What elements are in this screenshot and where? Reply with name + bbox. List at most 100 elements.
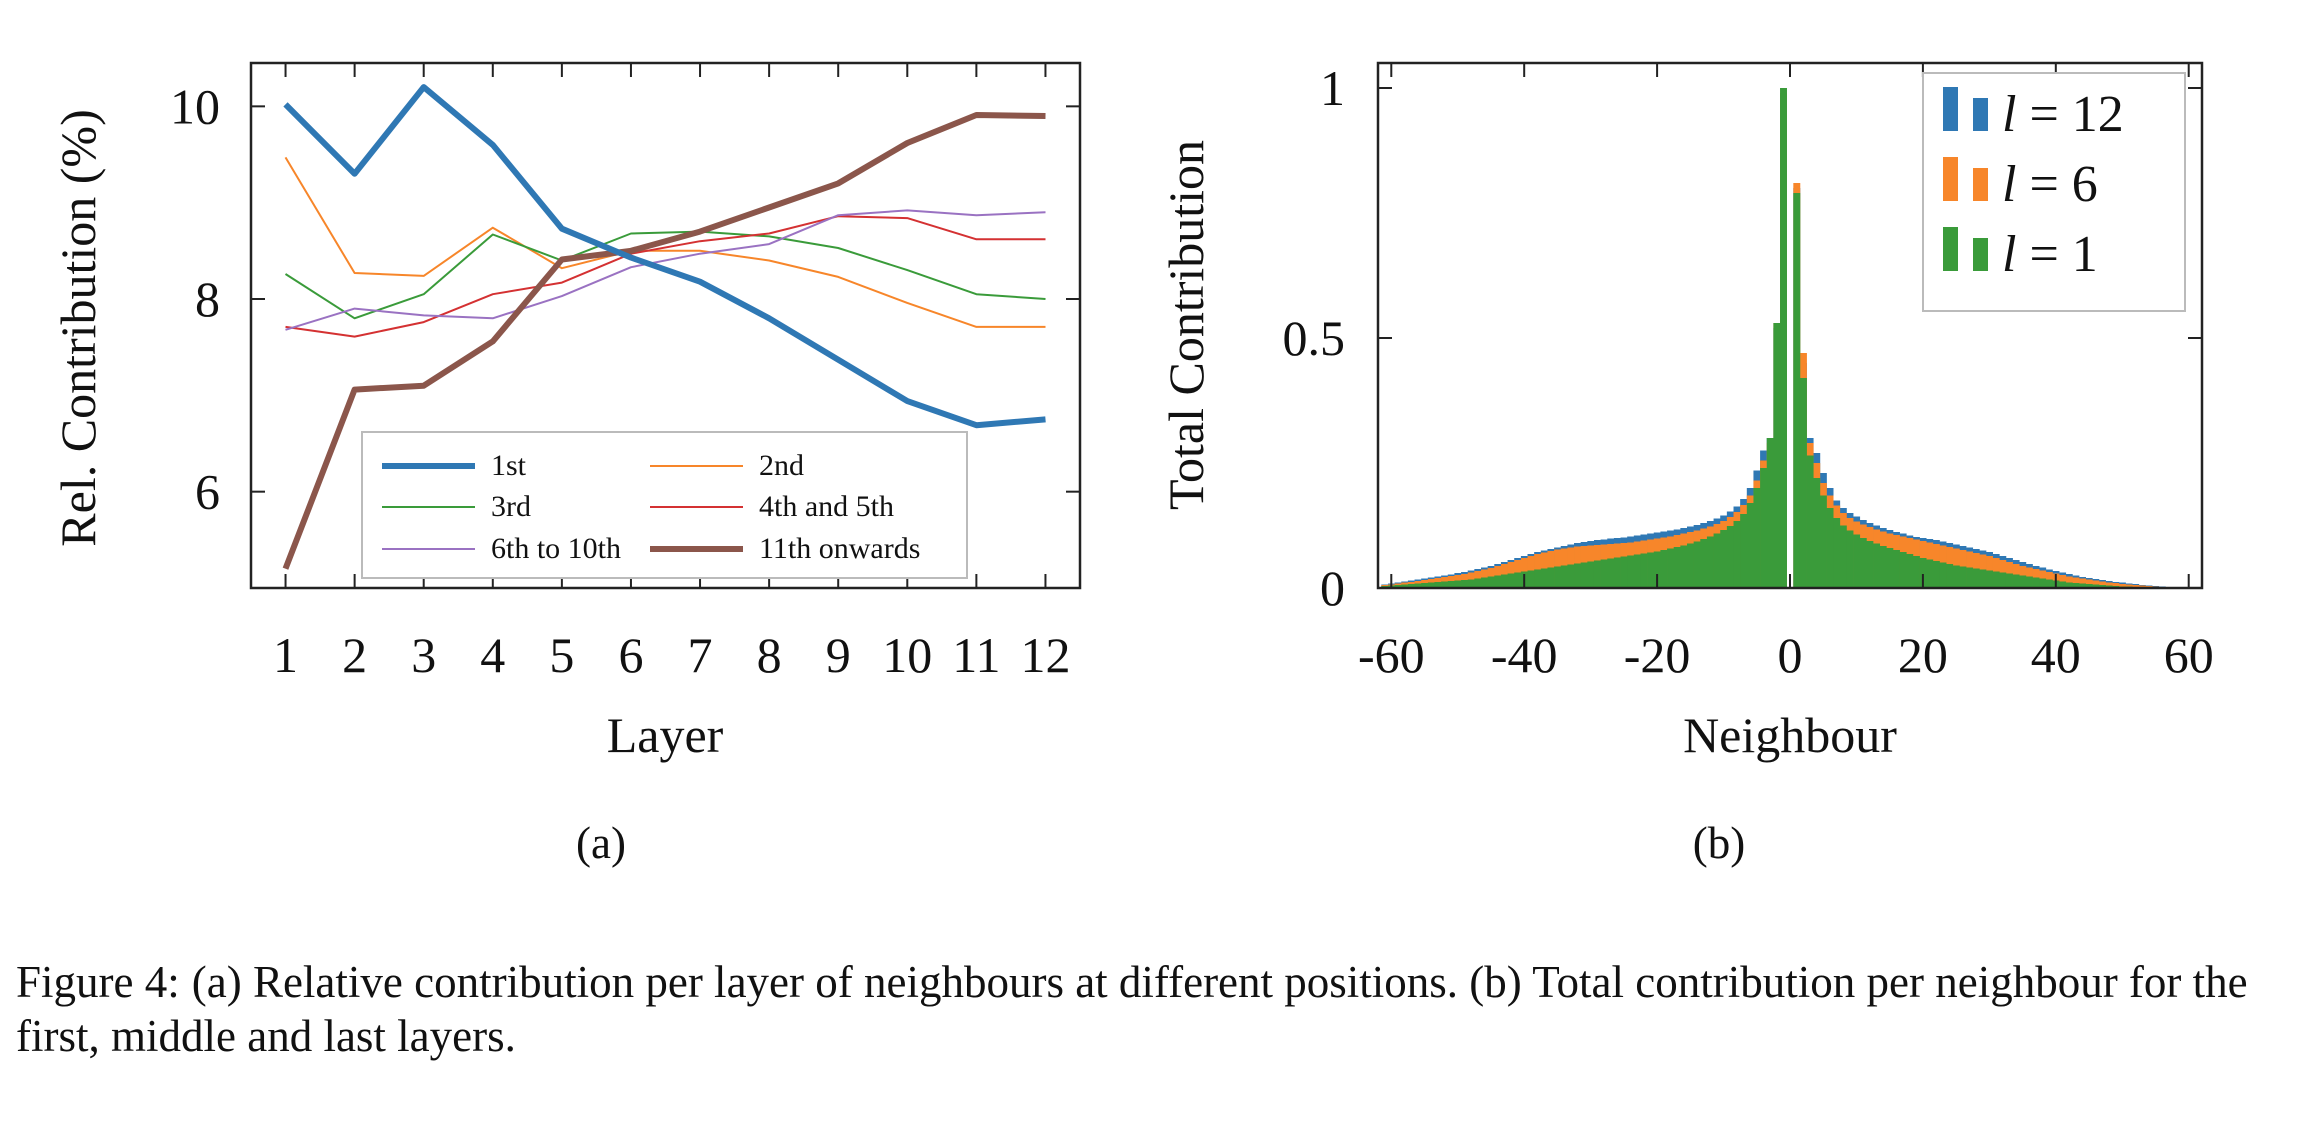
hist-bar bbox=[1401, 584, 1409, 588]
hist-bar bbox=[2039, 578, 2047, 588]
hist-bar bbox=[1454, 580, 1462, 588]
hist-bar bbox=[1680, 545, 1688, 588]
x-tick-label: 40 bbox=[2031, 627, 2081, 683]
hist-bar bbox=[1481, 577, 1488, 588]
hist-bar bbox=[1407, 584, 1415, 588]
plot-a-ylabel: Rel. Contribution (%) bbox=[50, 109, 106, 546]
hist-bar bbox=[1487, 576, 1495, 588]
hist-bar bbox=[2065, 576, 2073, 588]
series-line-2nd bbox=[284, 156, 1046, 328]
hist-bar bbox=[1819, 495, 1827, 588]
legend-label: l = 1 bbox=[2002, 226, 2098, 283]
legend-var: l bbox=[2002, 226, 2016, 283]
legend-label: 1st bbox=[491, 449, 527, 482]
legend-value: 1 bbox=[2072, 226, 2098, 283]
legend-var: l bbox=[2002, 86, 2016, 143]
hist-bar bbox=[2092, 580, 2100, 588]
hist-bar bbox=[1467, 579, 1475, 588]
legend-swatch bbox=[1943, 87, 1958, 131]
hist-bar bbox=[1514, 572, 1522, 588]
hist-bar bbox=[1899, 552, 1907, 588]
figure-caption: Figure 4: (a) Relative contribution per l… bbox=[16, 955, 2306, 1063]
hist-bar bbox=[2032, 577, 2040, 588]
y-tick-label: 0.5 bbox=[1283, 310, 1346, 366]
hist-bar bbox=[1879, 546, 1887, 588]
hist-bar bbox=[1693, 541, 1701, 588]
hist-bar bbox=[1972, 568, 1980, 588]
hist-bar bbox=[1873, 543, 1881, 588]
hist-bar bbox=[1560, 565, 1568, 588]
x-tick-label: 9 bbox=[826, 627, 851, 683]
x-tick-label: 8 bbox=[757, 627, 782, 683]
hist-bar bbox=[1919, 558, 1927, 588]
legend-box bbox=[361, 431, 968, 579]
x-tick-label: 20 bbox=[1898, 627, 1948, 683]
caption-label: Figure 4: bbox=[16, 957, 180, 1007]
x-tick-label: 2 bbox=[342, 627, 367, 683]
hist-bar bbox=[2125, 584, 2133, 588]
hist-bar bbox=[1740, 514, 1748, 588]
hist-bar bbox=[1859, 538, 1867, 588]
hist-bar bbox=[1833, 518, 1841, 588]
hist-bar bbox=[1673, 547, 1681, 588]
legend-swatch bbox=[1973, 98, 1988, 131]
legend-var: l bbox=[2002, 156, 2016, 213]
legend-swatch bbox=[1973, 168, 1988, 201]
hist-bar bbox=[1966, 567, 1974, 588]
hist-bar bbox=[2019, 575, 2027, 588]
hist-bar bbox=[1733, 521, 1741, 588]
hist-bar bbox=[1613, 557, 1621, 588]
legend-swatch bbox=[1943, 227, 1958, 271]
legend-label: 11th onwards bbox=[759, 532, 920, 565]
hist-bar bbox=[1633, 554, 1641, 588]
hist-bar bbox=[1813, 478, 1821, 588]
legend-label: 2nd bbox=[759, 449, 804, 482]
hist-bar bbox=[1846, 530, 1854, 588]
legend-swatch bbox=[1973, 238, 1988, 271]
y-tick-label: 10 bbox=[170, 78, 220, 134]
hist-bar bbox=[1700, 539, 1708, 588]
series-line-11th-onwards bbox=[282, 112, 1046, 570]
hist-bar bbox=[1441, 581, 1449, 588]
series-line-3rd bbox=[284, 230, 1046, 320]
hist-bar bbox=[2118, 584, 2126, 588]
panel-b-label: (b) bbox=[1693, 818, 1745, 868]
hist-bar bbox=[2112, 583, 2120, 588]
hist-bar bbox=[2059, 581, 2067, 588]
x-tick-label: 60 bbox=[2164, 627, 2214, 683]
hist-bar bbox=[1507, 573, 1515, 588]
hist-bar bbox=[1540, 568, 1548, 588]
x-tick-label: -40 bbox=[1491, 627, 1558, 683]
hist-bar bbox=[1660, 550, 1668, 588]
hist-bar bbox=[1766, 438, 1774, 588]
hist-bar bbox=[1826, 508, 1834, 588]
x-tick-label: 7 bbox=[688, 627, 713, 683]
hist-bar bbox=[1647, 552, 1655, 588]
hist-bar bbox=[2012, 574, 2020, 588]
hist-bar bbox=[1720, 530, 1728, 588]
hist-bar bbox=[1620, 556, 1628, 588]
x-tick-label: 1 bbox=[273, 627, 298, 683]
legend-value: 6 bbox=[2072, 156, 2098, 213]
plot-b-ticks: -60 -40 -20 0 20 40 60 0 0.5 1 bbox=[1283, 60, 2214, 683]
hist-bar bbox=[1534, 569, 1542, 588]
hist-bar bbox=[1447, 581, 1455, 588]
hist-bar bbox=[1706, 536, 1714, 588]
hist-bar bbox=[1806, 455, 1814, 588]
hist-bar bbox=[1593, 560, 1601, 588]
hist-bar bbox=[1494, 575, 1502, 588]
hist-bar bbox=[1780, 88, 1787, 588]
plot-a-xlabel: Layer bbox=[607, 707, 724, 763]
hist-bar bbox=[1793, 193, 1801, 588]
hist-bar bbox=[1554, 566, 1562, 588]
panel-a-label: (a) bbox=[576, 818, 626, 868]
x-tick-label: 10 bbox=[882, 627, 932, 683]
hist-bar bbox=[1547, 567, 1555, 588]
hist-bar bbox=[1753, 488, 1761, 588]
hist-bar bbox=[1959, 566, 1967, 588]
hist-bar bbox=[2005, 573, 2013, 588]
hist-bar bbox=[1992, 571, 2000, 588]
hist-bar bbox=[2025, 576, 2033, 588]
